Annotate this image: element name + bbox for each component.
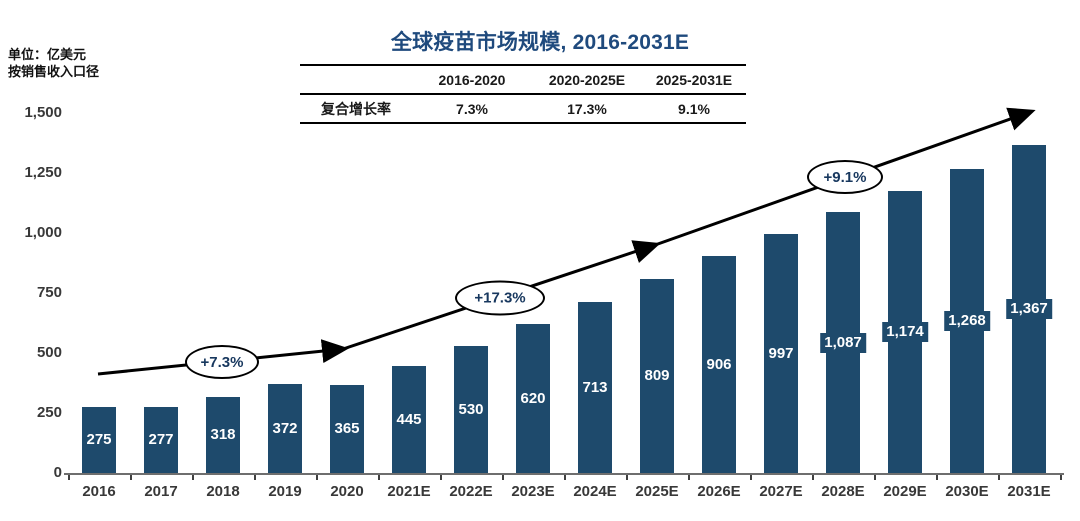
- y-axis-label: 250: [36, 404, 62, 421]
- x-axis-tick: [316, 475, 318, 480]
- cagr-value-2: 17.3%: [567, 100, 607, 117]
- x-axis-category-label: 2023E: [511, 483, 555, 500]
- x-axis-category-label: 2029E: [883, 483, 927, 500]
- bar-value-label: 997: [764, 343, 798, 364]
- bar-value-label: 318: [206, 425, 240, 445]
- chart-title: 全球疫苗市场规模, 2016-2031E: [390, 31, 690, 54]
- x-axis-tick: [688, 475, 690, 480]
- x-axis-tick: [68, 475, 70, 480]
- x-axis-tick: [750, 475, 752, 480]
- x-axis-category-label: 2028E: [821, 483, 865, 500]
- growth-rate-oval: +7.3%: [185, 345, 259, 379]
- cagr-header-2016-2020: 2016-2020: [438, 71, 506, 88]
- x-axis-category-label: 2021E: [387, 483, 431, 500]
- x-axis-category-label: 2017: [144, 483, 178, 500]
- bar-value-label: 530: [454, 399, 488, 420]
- cagr-table-header-row: 2016-2020 2020-2025E 2025-2031E: [300, 65, 746, 94]
- x-axis-category-label: 2024E: [573, 483, 617, 500]
- bar-value-label: 620: [516, 388, 550, 409]
- bar-value-label: 1,087: [820, 332, 866, 353]
- x-axis-category-label: 2020: [330, 483, 364, 500]
- cagr-header-2025-2031: 2025-2031E: [655, 71, 733, 88]
- y-axis-label: 1,500: [24, 104, 62, 121]
- bar-value-label: 445: [392, 409, 426, 430]
- bar-value-label: 1,367: [1006, 299, 1052, 319]
- bar-value-label: 906: [702, 354, 736, 375]
- y-axis-label: 500: [36, 344, 62, 361]
- x-axis-line: [64, 473, 1064, 475]
- x-axis-category-label: 2022E: [449, 483, 493, 500]
- cagr-row-label: 复合增长率: [321, 100, 391, 117]
- x-axis-category-label: 2026E: [697, 483, 741, 500]
- x-axis-tick: [564, 475, 566, 480]
- x-axis-tick: [130, 475, 132, 480]
- x-axis-tick: [998, 475, 1000, 480]
- x-axis-category-label: 2031E: [1007, 483, 1051, 500]
- bar-value-label: 372: [268, 418, 302, 439]
- x-axis-tick: [378, 475, 380, 480]
- y-axis-label: 1,000: [24, 224, 62, 241]
- x-axis-tick: [812, 475, 814, 480]
- x-axis-tick: [626, 475, 628, 480]
- y-axis-label: 0: [53, 464, 62, 481]
- bar-value-label: 809: [640, 366, 674, 386]
- x-axis-category-label: 2030E: [945, 483, 989, 500]
- x-axis-category-label: 2027E: [759, 483, 803, 500]
- unit-label: 单位：亿美元 按销售收入口径: [8, 46, 99, 80]
- bar-value-label: 365: [330, 419, 364, 439]
- x-axis-tick: [192, 475, 194, 480]
- growth-rate-oval: +9.1%: [807, 160, 883, 194]
- bar-value-label: 713: [578, 377, 612, 398]
- growth-rate-oval: +17.3%: [455, 280, 545, 316]
- bar-value-label: 1,268: [944, 311, 990, 331]
- cagr-header-2020-2025: 2020-2025E: [548, 71, 626, 88]
- x-axis-tick: [440, 475, 442, 480]
- y-axis-label: 750: [36, 284, 62, 301]
- bar-value-label: 275: [82, 430, 116, 450]
- x-axis-tick: [1060, 475, 1062, 480]
- x-axis-tick: [936, 475, 938, 480]
- x-axis-tick: [874, 475, 876, 480]
- x-axis-tick: [254, 475, 256, 480]
- x-axis-tick: [502, 475, 504, 480]
- y-axis-label: 1,250: [24, 164, 62, 181]
- x-axis-category-label: 2018: [206, 483, 240, 500]
- x-axis-category-label: 2019: [268, 483, 302, 500]
- unit-label-line2: 按销售收入口径: [8, 64, 100, 79]
- x-axis-category-label: 2025E: [635, 483, 679, 500]
- bar-value-label: 1,174: [882, 322, 928, 342]
- bar-value-label: 277: [144, 430, 178, 450]
- x-axis-category-label: 2016: [82, 483, 116, 500]
- cagr-value-1: 7.3%: [456, 100, 488, 117]
- unit-label-line1: 单位：亿美元: [8, 47, 87, 62]
